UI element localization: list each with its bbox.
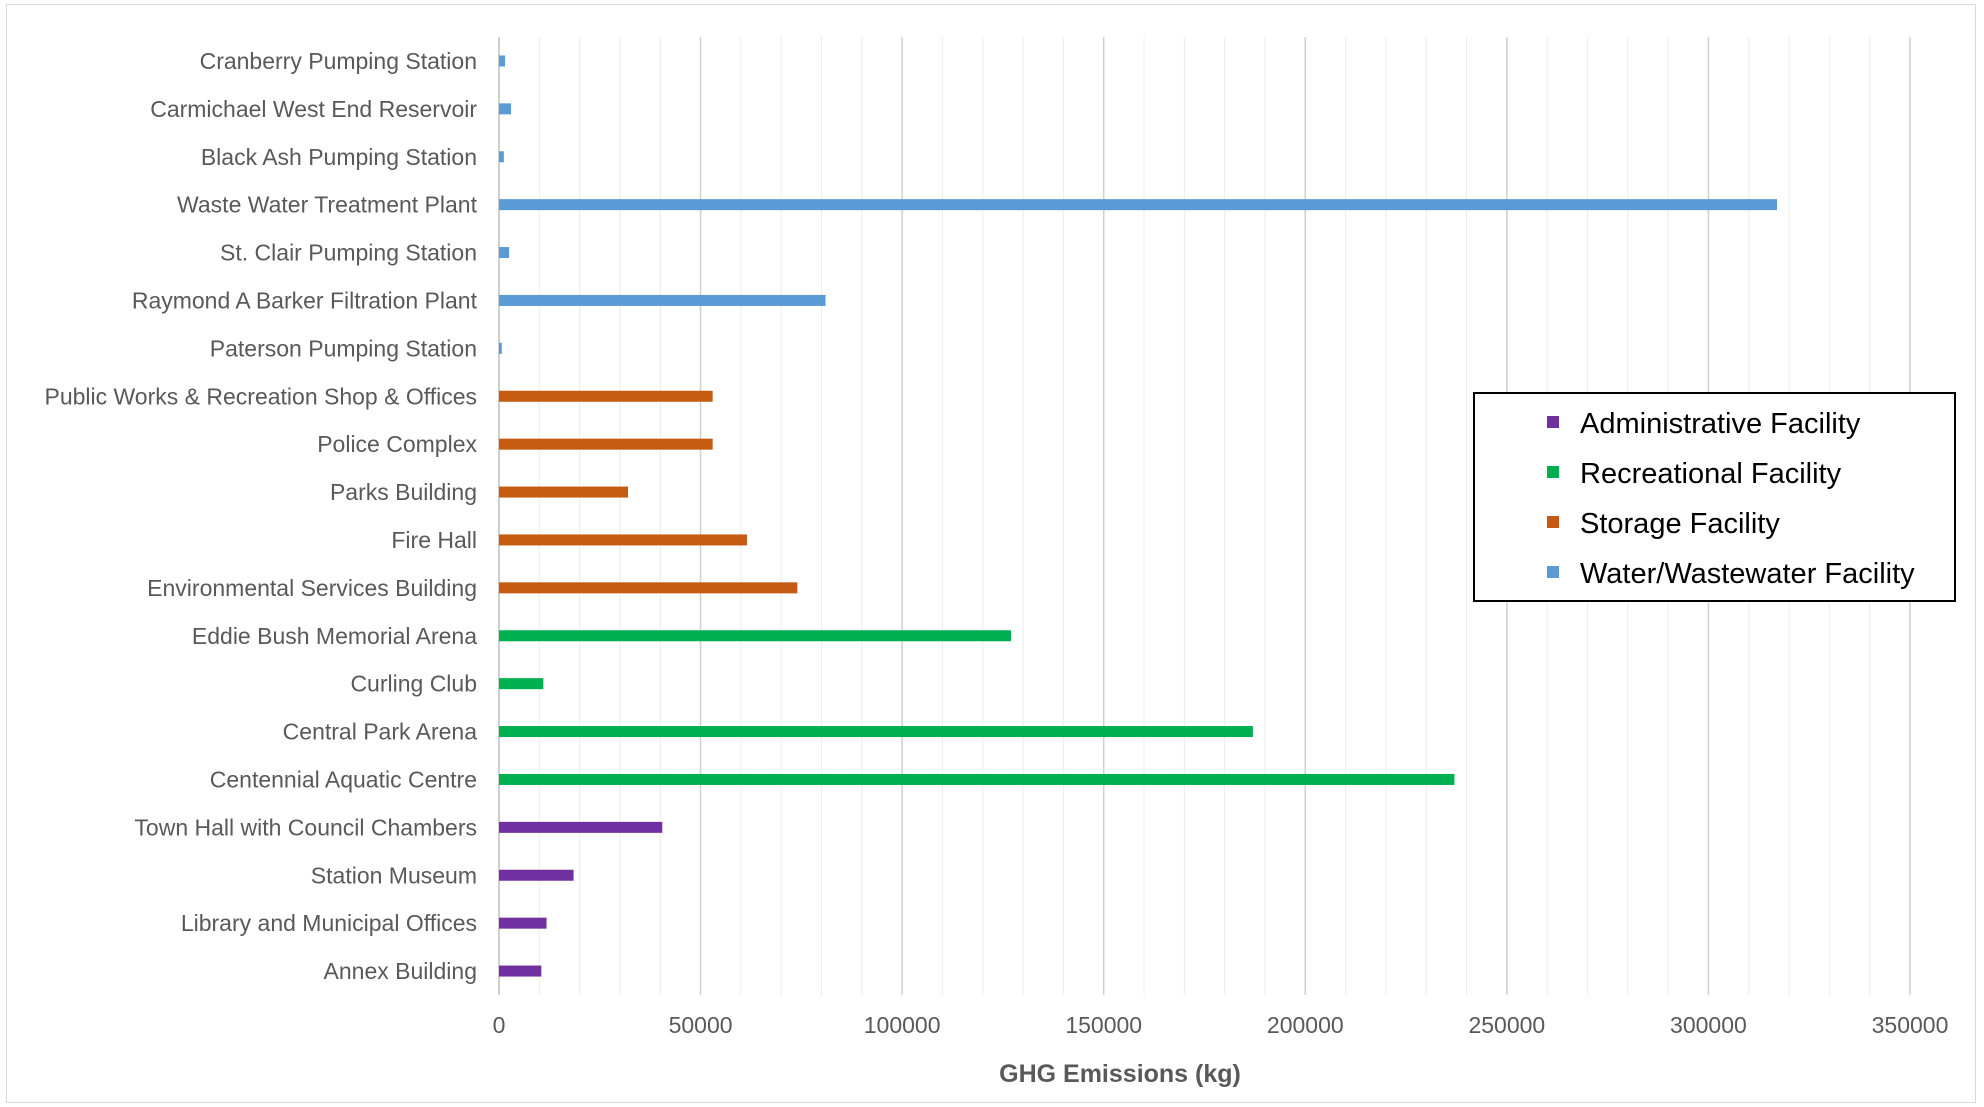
legend-swatch — [1547, 516, 1559, 528]
x-tick-label: 200000 — [1267, 1012, 1344, 1038]
category-label: Raymond A Barker Filtration Plant — [132, 287, 478, 313]
x-tick-labels: 0 50000 100000 150000 200000 250000 300000 3500… — [493, 1012, 1949, 1038]
bar — [499, 55, 506, 67]
bar — [499, 726, 1253, 738]
category-label: Black Ash Pumping Station — [201, 144, 477, 170]
bar — [499, 103, 512, 115]
legend-label: Water/Wastewater Facility — [1580, 558, 1915, 590]
category-label: Curling Club — [350, 671, 477, 697]
category-label: Carmichael West End Reservoir — [150, 96, 477, 122]
category-label: Town Hall with Council Chambers — [134, 814, 477, 840]
bar — [499, 438, 713, 450]
bar — [499, 965, 542, 977]
x-tick-label: 350000 — [1872, 1012, 1949, 1038]
bar — [499, 294, 826, 306]
x-tick-label: 300000 — [1670, 1012, 1747, 1038]
legend-swatch — [1547, 416, 1559, 428]
bar — [499, 486, 629, 498]
category-label: Cranberry Pumping Station — [200, 48, 477, 74]
bar — [499, 869, 574, 881]
category-label: Central Park Arena — [283, 719, 478, 745]
category-label: Police Complex — [317, 431, 477, 457]
category-label: Annex Building — [324, 958, 477, 984]
legend-label: Storage Facility — [1580, 508, 1780, 540]
bar — [499, 390, 713, 402]
category-label: Public Works & Recreation Shop & Offices — [44, 383, 477, 409]
category-label: Library and Municipal Offices — [181, 910, 477, 936]
category-label: Parks Building — [330, 479, 477, 505]
category-label: Eddie Bush Memorial Arena — [192, 623, 477, 649]
legend-label: Administrative Facility — [1580, 408, 1861, 440]
x-tick-label: 250000 — [1468, 1012, 1545, 1038]
category-labels: Cranberry Pumping Station Carmichael West… — [44, 48, 477, 984]
x-tick-label: 150000 — [1065, 1012, 1142, 1038]
legend: Administrative Facility Recreational Faci… — [1473, 392, 1956, 602]
category-label: Station Museum — [311, 862, 477, 888]
category-label: Fire Hall — [391, 527, 477, 553]
bar — [499, 582, 798, 594]
category-label: Waste Water Treatment Plant — [177, 192, 478, 218]
x-tick-label: 0 — [493, 1012, 506, 1038]
category-label: St. Clair Pumping Station — [220, 240, 477, 266]
legend-swatch — [1547, 566, 1559, 578]
bar — [499, 917, 547, 929]
bar — [499, 199, 1777, 211]
category-label: Centennial Aquatic Centre — [210, 766, 477, 792]
bar — [499, 821, 663, 833]
bar — [499, 678, 544, 690]
bars — [499, 55, 1777, 977]
x-tick-label: 50000 — [669, 1012, 733, 1038]
bar — [499, 773, 1455, 785]
x-axis-title: GHG Emissions (kg) — [999, 1060, 1241, 1088]
category-label: Paterson Pumping Station — [210, 335, 477, 361]
chart-frame — [6, 4, 1976, 1103]
bar — [499, 630, 1011, 642]
bar — [499, 247, 510, 259]
legend-swatch — [1547, 466, 1559, 478]
category-label: Environmental Services Building — [147, 575, 477, 601]
legend-label: Recreational Facility — [1580, 458, 1842, 490]
bar — [499, 342, 502, 354]
bar — [499, 534, 747, 546]
bar — [499, 151, 504, 163]
x-tick-label: 100000 — [864, 1012, 941, 1038]
